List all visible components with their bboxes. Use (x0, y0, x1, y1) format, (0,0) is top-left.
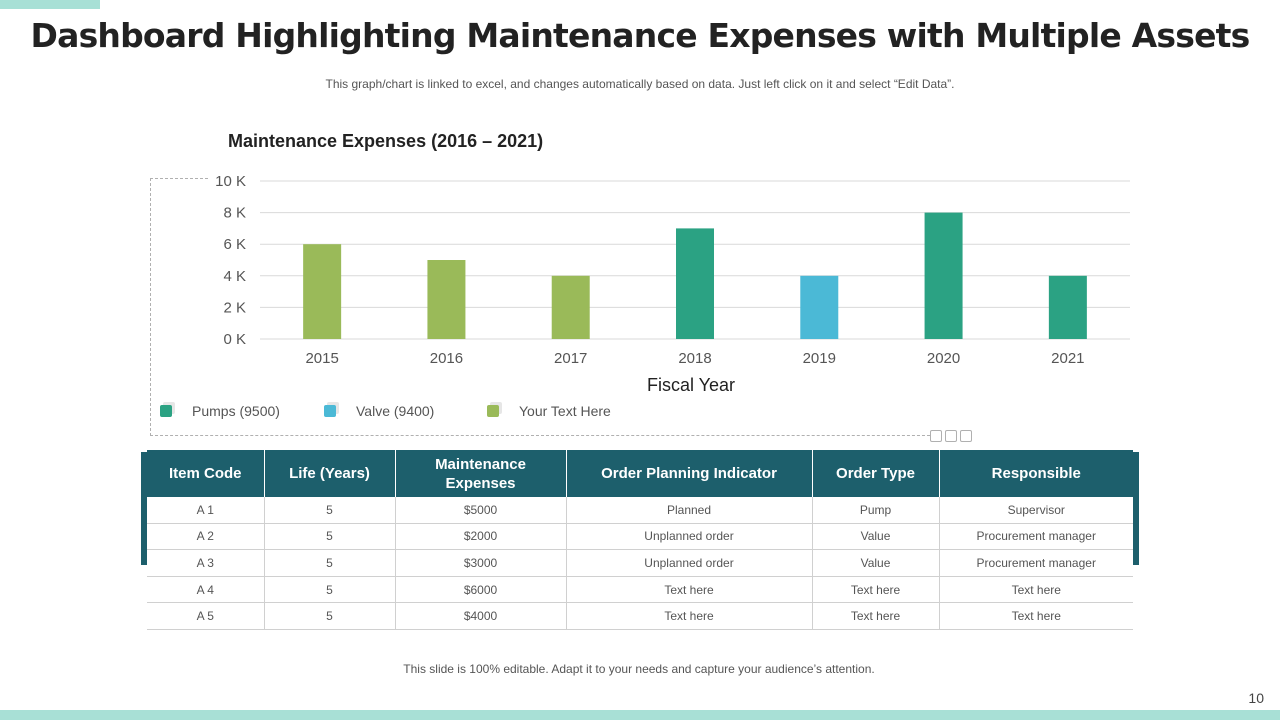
resize-handle[interactable] (945, 430, 957, 442)
cell-order-type: Text here (812, 576, 940, 604)
table-header-row: Item Code Life (Years) Maintenance Expen… (147, 450, 1133, 497)
header-life-years: Life (Years) (264, 450, 396, 497)
x-tick-label: 2018 (678, 350, 711, 367)
y-tick-label: 6 K (223, 236, 246, 253)
x-tick-label: 2017 (554, 350, 587, 367)
cell-order-type: Pump (812, 497, 940, 524)
cell-life-years: 5 (264, 523, 396, 551)
header-responsible: Responsible (939, 450, 1133, 497)
legend-swatch-valve (324, 405, 336, 417)
chart-title: Maintenance Expenses (2016 – 2021) (228, 131, 544, 151)
cell-responsible: Supervisor (939, 497, 1133, 524)
y-tick-label: 8 K (223, 205, 246, 222)
legend-label-your-text: Your Text Here (519, 403, 611, 419)
bar[interactable] (676, 228, 714, 339)
header-order-planning-indicator: Order Planning Indicator (566, 450, 813, 497)
footer-note: This slide is 100% editable. Adapt it to… (403, 662, 875, 676)
cell-life-years: 5 (264, 602, 396, 630)
bar-chart[interactable]: 0 K 2 K 4 K 6 K 8 K 10 K 2015 2016 2017 2018 2019 2… (0, 0, 1280, 400)
resize-handle[interactable] (960, 430, 972, 442)
cell-item-code: A 4 (147, 576, 265, 604)
chart-selection-frame (150, 178, 935, 436)
x-tick-label: 2021 (1051, 350, 1084, 367)
resize-handle[interactable] (930, 430, 942, 442)
cell-order-planning-indicator: Text here (566, 602, 813, 630)
legend-item-your-text[interactable]: Your Text Here (487, 401, 611, 421)
page-subtitle: This graph/chart is linked to excel, and… (325, 77, 955, 91)
bar[interactable] (551, 275, 590, 339)
cell-order-type: Text here (812, 602, 940, 630)
y-tick-label: 2 K (223, 299, 246, 316)
x-axis-title: Fiscal Year (646, 375, 736, 395)
cell-order-type: Value (812, 523, 940, 551)
cell-responsible: Procurement manager (939, 549, 1133, 577)
cell-order-type: Value (812, 549, 940, 577)
page-number: 10 (1248, 690, 1264, 706)
cell-item-code: A 2 (147, 523, 265, 551)
table-row: A 4 5 $6000 Text here Text here Text her… (147, 576, 1133, 604)
bar[interactable] (800, 275, 839, 339)
header-order-type: Order Type (812, 450, 940, 497)
table-side-bar-left (141, 452, 147, 565)
table-row: A 2 5 $2000 Unplanned order Value Procur… (147, 523, 1133, 551)
legend-label-pumps: Pumps (9500) (192, 403, 280, 419)
cell-maintenance-expenses: $6000 (395, 576, 567, 604)
legend-swatch-your-text (487, 405, 499, 417)
table-side-bar-right (1133, 452, 1139, 565)
legend-item-valve[interactable]: Valve (9400) (324, 401, 434, 421)
cell-responsible: Text here (939, 576, 1133, 604)
x-tick-label: 2015 (305, 350, 338, 367)
cell-item-code: A 3 (147, 549, 265, 577)
header-item-code: Item Code (147, 450, 265, 497)
cell-maintenance-expenses: $2000 (395, 523, 567, 551)
cell-responsible: Text here (939, 602, 1133, 630)
cell-item-code: A 5 (147, 602, 265, 630)
x-tick-label: 2016 (430, 350, 463, 367)
table-row: A 1 5 $5000 Planned Pump Supervisor (147, 497, 1133, 524)
cell-item-code: A 1 (147, 497, 265, 524)
table-row: A 3 5 $3000 Unplanned order Value Procur… (147, 549, 1133, 577)
bottom-accent-bar (0, 710, 1280, 720)
legend-item-pumps[interactable]: Pumps (9500) (160, 401, 280, 421)
cell-maintenance-expenses: $4000 (395, 602, 567, 630)
legend-swatch-pumps (160, 405, 172, 417)
bar[interactable] (427, 260, 466, 339)
cell-order-planning-indicator: Text here (566, 576, 813, 604)
legend-label-valve: Valve (9400) (356, 403, 435, 419)
top-accent-bar (0, 0, 100, 9)
cell-life-years: 5 (264, 497, 396, 524)
bar[interactable] (303, 244, 342, 339)
asset-table: Item Code Life (Years) Maintenance Expen… (147, 450, 1133, 630)
page-title: Dashboard Highlighting Maintenance Expen… (30, 16, 1251, 55)
y-tick-label: 0 K (223, 331, 246, 348)
cell-life-years: 5 (264, 576, 396, 604)
cell-maintenance-expenses: $5000 (395, 497, 567, 524)
y-tick-label: 4 K (223, 268, 246, 285)
chart-selection-frame-top (150, 178, 208, 179)
y-tick-label: 10 K (215, 173, 246, 190)
bar[interactable] (1048, 275, 1087, 339)
bar[interactable] (924, 212, 963, 339)
cell-order-planning-indicator: Planned (566, 497, 813, 524)
header-maintenance-expenses: Maintenance Expenses (395, 450, 567, 497)
cell-responsible: Procurement manager (939, 523, 1133, 551)
cell-life-years: 5 (264, 549, 396, 577)
x-tick-label: 2019 (803, 350, 836, 367)
x-tick-label: 2020 (927, 350, 960, 367)
table-row: A 5 5 $4000 Text here Text here Text her… (147, 602, 1133, 630)
cell-order-planning-indicator: Unplanned order (566, 549, 813, 577)
cell-order-planning-indicator: Unplanned order (566, 523, 813, 551)
cell-maintenance-expenses: $3000 (395, 549, 567, 577)
